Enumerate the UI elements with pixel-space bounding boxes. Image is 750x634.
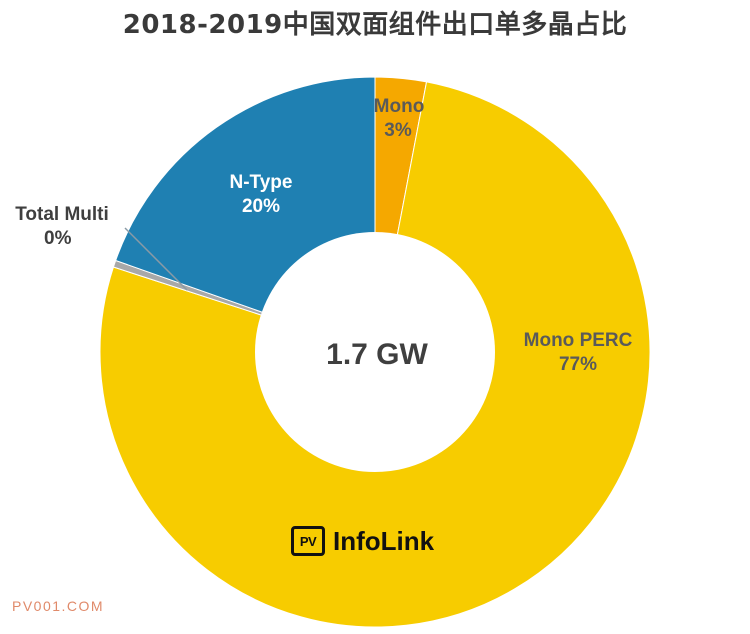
slice-name-total-multi: Total Multi xyxy=(15,204,109,225)
slice-value-mono: 3% xyxy=(384,120,412,141)
slice-name-mono-perc: Mono PERC xyxy=(524,330,633,351)
slice-value-n-type: 20% xyxy=(242,196,280,217)
total-multi-leader-line xyxy=(124,227,188,291)
slice-name-mono: Mono xyxy=(374,96,425,117)
chart-title: 2018-2019中国双面组件出口单多晶占比 xyxy=(122,10,628,40)
logo-text: InfoLink xyxy=(333,525,435,556)
slice-value-mono-perc: 77% xyxy=(559,354,597,375)
donut-hole xyxy=(255,232,495,472)
watermark: PV001.COM xyxy=(12,598,105,614)
slice-value-total-multi: 0% xyxy=(44,228,72,249)
pv-logo-icon: PV xyxy=(291,526,325,556)
center-label: 1.7 GW xyxy=(326,338,428,371)
infolink-logo: PV InfoLink xyxy=(291,524,434,558)
slice-name-n-type: N-Type xyxy=(230,172,293,193)
